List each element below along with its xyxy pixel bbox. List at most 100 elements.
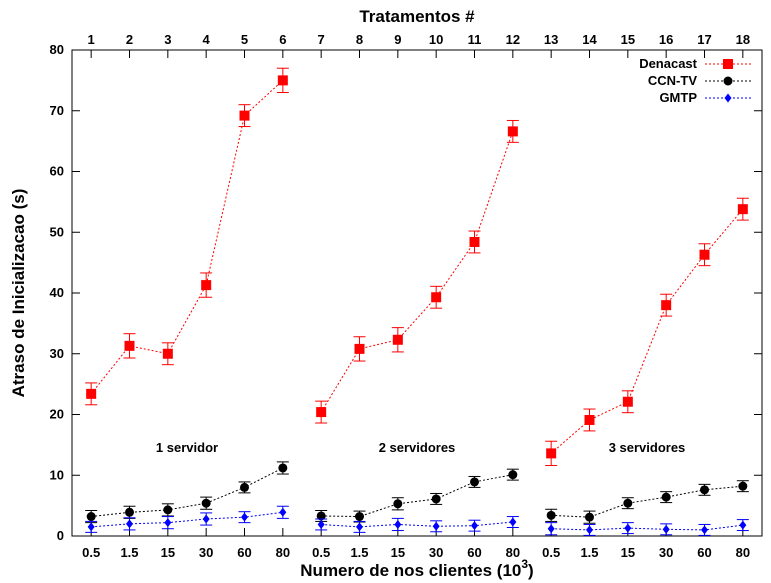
x-tick-label-top-3: 4: [203, 32, 211, 47]
x-tick-label-bottom-6: 0.5: [312, 545, 330, 560]
x-tick-label-top-16: 17: [697, 32, 711, 47]
legend-label-0: Denacast: [639, 56, 697, 71]
series-0-point-13: [584, 414, 595, 425]
x-tick-label-bottom-16: 60: [697, 545, 711, 560]
series-2-point-15: [662, 524, 670, 534]
series-1-point-16: [700, 485, 709, 495]
x-tick-label-bottom-13: 1.5: [580, 545, 598, 560]
x-tick-label-bottom-10: 60: [467, 545, 481, 560]
x-tick-label-top-11: 12: [506, 32, 520, 47]
series-2-point-13: [586, 525, 593, 535]
x-tick-label-bottom-9: 30: [429, 545, 443, 560]
series-2-point-8: [394, 519, 402, 529]
x-tick-label-bottom-8: 15: [391, 545, 405, 560]
series-2-point-12: [547, 524, 555, 534]
group-label-0: 1 servidor: [156, 440, 218, 455]
x-tick-label-top-12: 13: [544, 32, 558, 47]
series-0-point-8: [392, 334, 403, 345]
series-1-point-0: [86, 512, 96, 522]
series-2-point-10: [471, 521, 478, 531]
x-tick-label-top-1: 2: [126, 32, 133, 47]
series-0-point-16: [699, 249, 710, 260]
x-tick-label-top-10: 11: [468, 32, 482, 47]
legend-label-2: GMTP: [659, 90, 697, 105]
x-tick-label-top-0: 1: [88, 32, 95, 47]
x-tick-label-top-5: 6: [279, 32, 286, 47]
series-1-point-14: [623, 498, 633, 508]
y-tick-label-1: 10: [50, 467, 64, 482]
series-1-line-0: [91, 467, 284, 518]
legend-label-1: CCN-TV: [648, 73, 697, 88]
series-0-point-3: [201, 280, 212, 291]
series-gmtp: [85, 505, 749, 536]
series-1-line-2: [551, 485, 743, 518]
series-2-point-3: [202, 514, 210, 524]
x-tick-label-top-4: 5: [241, 32, 248, 47]
series-2-point-6: [317, 519, 325, 529]
annotations: 1 servidor 2 servidores 3 servidores: [156, 440, 685, 455]
series-0-point-7: [354, 343, 365, 354]
series-0-point-12: [546, 448, 557, 459]
x-tick-label-bottom-7: 1.5: [350, 545, 368, 560]
series-1-point-6: [316, 511, 326, 521]
series-0-point-1: [124, 340, 135, 351]
series-0-point-17: [737, 204, 748, 215]
group-label-1: 2 servidores: [379, 440, 456, 455]
axes: 0 10 20 30 40 50 60 70 80 0.5 1 1.5 2 15 3 30 4 60 5 80 6 0.5…: [50, 32, 762, 560]
series-1-point-9: [431, 494, 441, 504]
x-tick-label-bottom-2: 15: [161, 545, 175, 560]
series-0-point-6: [316, 407, 327, 418]
series-1-point-13: [585, 512, 594, 522]
plot-area-frame: [71, 49, 763, 537]
series-ccn-tv: [85, 461, 749, 524]
series-2-point-11: [509, 517, 517, 527]
series-0-line-1: [320, 131, 514, 413]
x-tick-label-top-15: 16: [659, 32, 673, 47]
series-1-point-10: [470, 477, 479, 487]
x-tick-label-top-6: 7: [318, 32, 325, 47]
y-tick-label-7: 70: [50, 103, 64, 118]
series-1-point-17: [738, 481, 748, 491]
x-tick-label-top-17: 18: [736, 32, 750, 47]
x-axis-title-superscript: 3: [521, 557, 528, 571]
series-2-point-2: [164, 518, 172, 528]
x-tick-label-top-9: 10: [429, 32, 443, 47]
series-0-point-0: [86, 388, 97, 399]
x-axis-title-close: ): [528, 561, 534, 580]
series-2-point-14: [624, 523, 632, 533]
y-tick-label-6: 60: [50, 164, 64, 179]
group-label-2: 3 servidores: [609, 440, 686, 455]
x-tick-label-bottom-17: 80: [736, 545, 750, 560]
series-1-point-15: [661, 492, 671, 502]
legend-marker-1: [723, 76, 733, 86]
series-2-point-16: [701, 525, 708, 535]
x-axis-title-main: Numero de nos clientes (10: [300, 561, 521, 580]
series-1-point-7: [355, 512, 364, 522]
x-tick-label-top-13: 14: [582, 32, 597, 47]
series-2-point-17: [739, 520, 747, 530]
series-2-line-2: [551, 524, 743, 531]
series-1-point-3: [201, 498, 211, 508]
series-2-point-0: [87, 522, 95, 532]
y-tick-label-8: 80: [50, 42, 64, 57]
series-2-point-9: [432, 521, 440, 531]
x-tick-label-bottom-5: 80: [276, 545, 290, 560]
y-axis-title: Atraso de Inicializacao (s): [9, 189, 28, 398]
series-2-line-0: [91, 511, 283, 528]
x-tick-label-bottom-0: 0.5: [82, 545, 100, 560]
series-denacast: [85, 67, 749, 467]
series-1-point-1: [125, 507, 134, 517]
x-tick-label-top-2: 3: [164, 32, 171, 47]
x-tick-label-bottom-14: 15: [621, 545, 635, 560]
series-1-point-11: [508, 470, 518, 480]
y-tick-label-3: 30: [50, 346, 64, 361]
x-tick-label-bottom-15: 30: [659, 545, 673, 560]
series-1-line-1: [321, 474, 513, 518]
y-tick-label-2: 20: [50, 407, 64, 422]
x-tick-label-bottom-1: 1.5: [120, 545, 138, 560]
series-0-point-11: [507, 126, 518, 137]
series-1-point-8: [393, 499, 403, 509]
x-axis-title: Numero de nos clientes (103): [300, 557, 533, 580]
x-tick-label-top-7: 8: [356, 32, 363, 47]
